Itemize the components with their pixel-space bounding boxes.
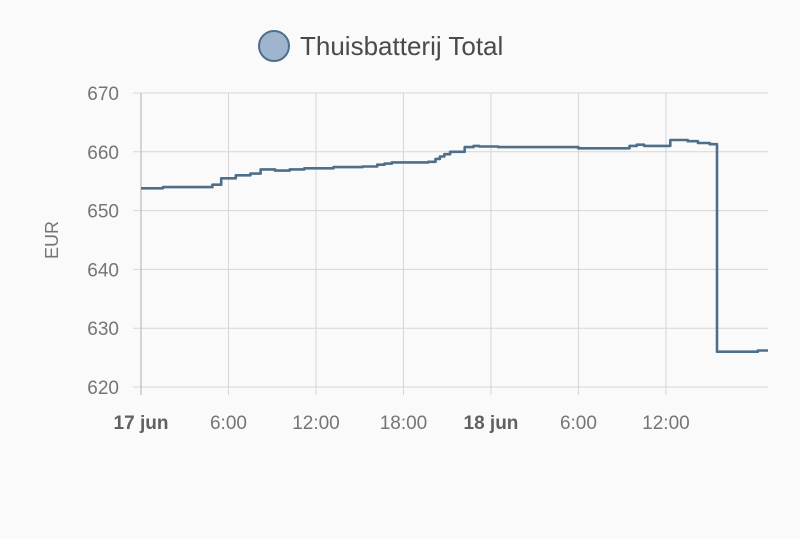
legend-label: Thuisbatterij Total: [300, 31, 503, 61]
legend-marker: [258, 30, 290, 62]
x-tick-label: 18:00: [380, 413, 428, 434]
x-tick-label: 12:00: [292, 413, 340, 434]
y-tick-label: 660: [87, 143, 119, 164]
x-tick-label: 17 jun: [114, 413, 169, 434]
y-tick-label: 650: [87, 202, 119, 223]
x-tick-label: 6:00: [560, 413, 597, 434]
x-ticks: 17 jun 6:00 12:00 18:00 18 jun 6:00 12:00: [114, 413, 690, 434]
x-tick-label: 6:00: [210, 413, 247, 434]
y-tick-label: 620: [87, 378, 119, 399]
y-ticks: 620 630 640 650 660 670: [87, 84, 119, 399]
y-tick-label: 640: [87, 260, 119, 281]
x-tick-label: 18 jun: [464, 413, 519, 434]
y-tick-label: 670: [87, 84, 119, 105]
x-tick-label: 12:00: [642, 413, 690, 434]
y-tick-label: 630: [87, 319, 119, 340]
grid: [133, 92, 768, 395]
series-line[interactable]: [141, 138, 768, 353]
y-axis-label: EUR: [42, 221, 62, 259]
legend[interactable]: Thuisbatterij Total: [258, 30, 503, 62]
